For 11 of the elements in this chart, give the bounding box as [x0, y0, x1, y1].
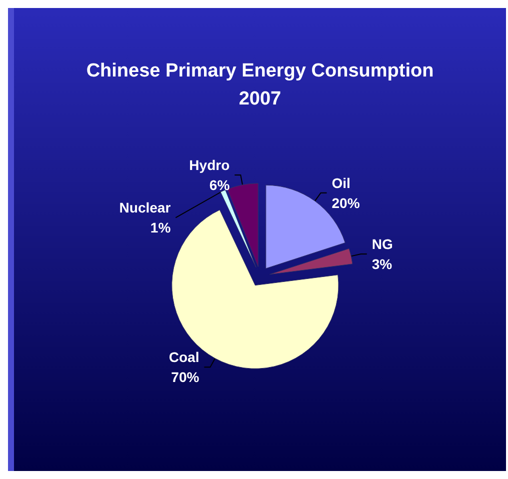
slice-label: Oil	[332, 174, 350, 191]
data-label: 6%	[209, 177, 230, 194]
slice-label: Nuclear	[119, 200, 172, 216]
data-label: 3%	[372, 256, 393, 272]
slice-label: Hydro	[189, 157, 230, 174]
chart-title: Chinese Primary Energy Consumption 2007	[86, 60, 434, 110]
data-label: 70%	[171, 369, 200, 386]
data-label: 1%	[150, 220, 172, 236]
slice-label: NG	[372, 236, 393, 252]
data-label: 20%	[332, 194, 360, 211]
slice-label: Coal	[168, 349, 200, 366]
